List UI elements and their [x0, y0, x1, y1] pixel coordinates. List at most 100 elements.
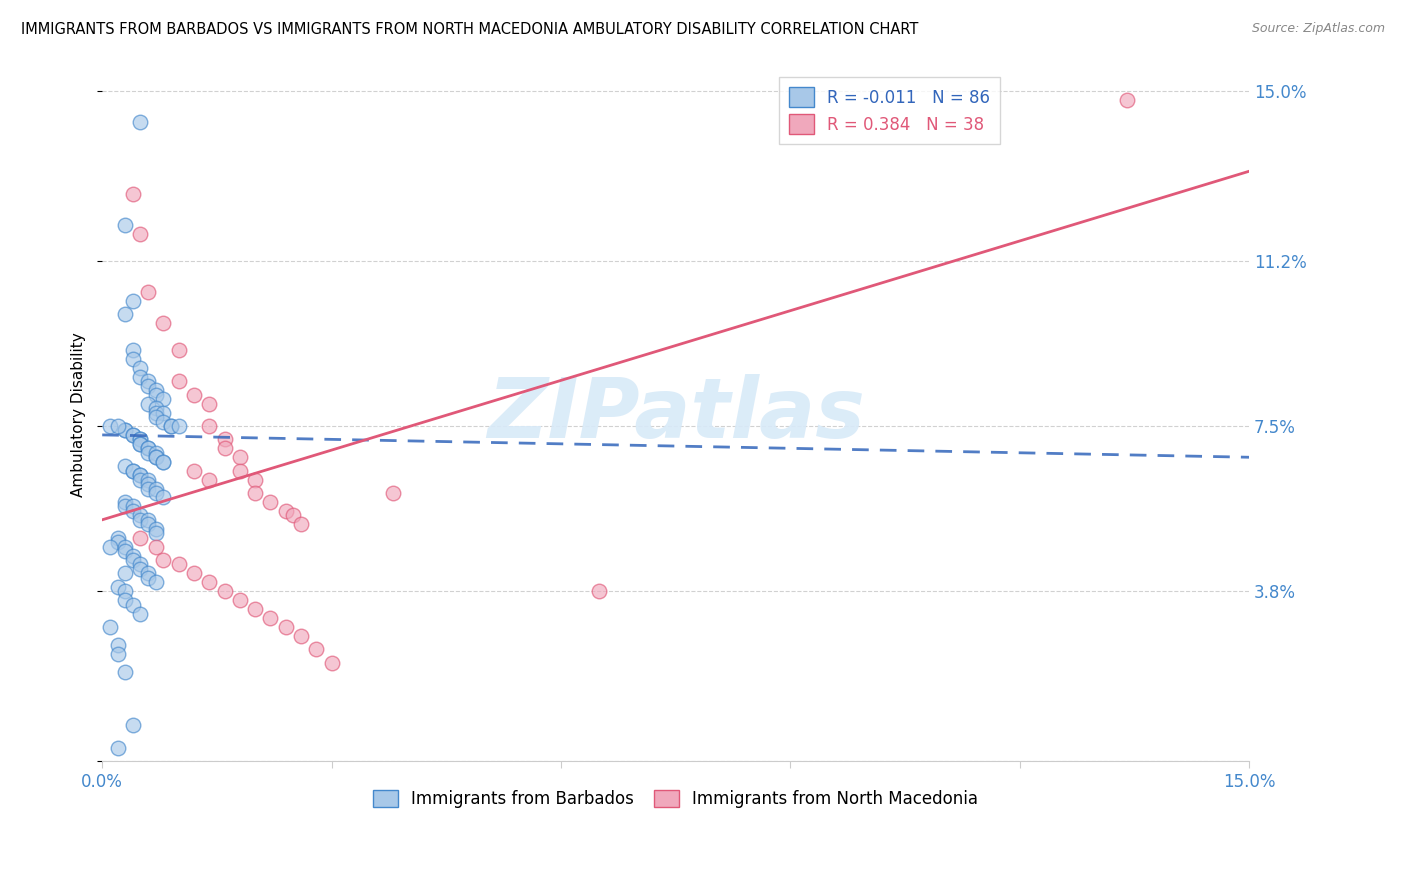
Point: [259, 611, 281, 625]
Point: [152, 415, 174, 429]
Point: [129, 508, 152, 523]
Point: [136, 374, 159, 388]
Point: [243, 473, 266, 487]
Point: [136, 517, 159, 532]
Point: [145, 410, 167, 425]
Point: [152, 406, 174, 420]
Text: ZIPatlas: ZIPatlas: [486, 375, 865, 455]
Point: [145, 383, 167, 397]
Point: [290, 517, 312, 532]
Point: [136, 473, 159, 487]
Point: [129, 115, 152, 129]
Point: [145, 406, 167, 420]
Point: [229, 450, 252, 465]
Point: [121, 343, 143, 357]
Point: [160, 419, 183, 434]
Point: [98, 540, 121, 554]
Point: [167, 343, 190, 357]
Point: [121, 351, 143, 366]
Text: IMMIGRANTS FROM BARBADOS VS IMMIGRANTS FROM NORTH MACEDONIA AMBULATORY DISABILIT: IMMIGRANTS FROM BARBADOS VS IMMIGRANTS F…: [21, 22, 918, 37]
Point: [121, 553, 143, 567]
Point: [136, 442, 159, 456]
Point: [129, 558, 152, 572]
Point: [243, 602, 266, 616]
Point: [183, 566, 205, 581]
Point: [136, 513, 159, 527]
Point: [145, 526, 167, 541]
Point: [129, 437, 152, 451]
Point: [129, 468, 152, 483]
Point: [121, 293, 143, 308]
Point: [114, 665, 136, 679]
Point: [152, 316, 174, 330]
Point: [145, 522, 167, 536]
Point: [283, 508, 305, 523]
Point: [129, 473, 152, 487]
Point: [114, 593, 136, 607]
Point: [198, 575, 221, 590]
Point: [145, 401, 167, 416]
Point: [129, 369, 152, 384]
Point: [145, 446, 167, 460]
Point: [121, 464, 143, 478]
Point: [214, 584, 236, 599]
Point: [114, 500, 136, 514]
Point: [107, 580, 129, 594]
Point: [114, 424, 136, 438]
Point: [229, 464, 252, 478]
Point: [121, 428, 143, 442]
Point: [107, 531, 129, 545]
Point: [114, 566, 136, 581]
Point: [129, 468, 152, 483]
Point: [129, 433, 152, 447]
Point: [167, 419, 190, 434]
Point: [152, 553, 174, 567]
Point: [274, 504, 297, 518]
Point: [114, 307, 136, 321]
Point: [121, 500, 143, 514]
Point: [114, 544, 136, 558]
Point: [183, 387, 205, 401]
Text: Source: ZipAtlas.com: Source: ZipAtlas.com: [1251, 22, 1385, 36]
Point: [107, 419, 129, 434]
Point: [107, 647, 129, 661]
Point: [129, 562, 152, 576]
Point: [129, 607, 152, 621]
Point: [114, 218, 136, 232]
Point: [136, 396, 159, 410]
Point: [274, 620, 297, 634]
Point: [321, 656, 343, 670]
Point: [114, 459, 136, 474]
Point: [152, 455, 174, 469]
Point: [381, 486, 404, 500]
Point: [214, 433, 236, 447]
Point: [121, 598, 143, 612]
Point: [121, 504, 143, 518]
Point: [290, 629, 312, 643]
Point: [98, 419, 121, 434]
Point: [167, 558, 190, 572]
Point: [145, 575, 167, 590]
Point: [1115, 93, 1137, 107]
Point: [259, 495, 281, 509]
Point: [107, 740, 129, 755]
Point: [198, 396, 221, 410]
Point: [145, 450, 167, 465]
Point: [198, 419, 221, 434]
Point: [167, 374, 190, 388]
Point: [129, 531, 152, 545]
Point: [114, 584, 136, 599]
Point: [183, 464, 205, 478]
Point: [160, 419, 183, 434]
Point: [145, 482, 167, 496]
Point: [136, 378, 159, 392]
Point: [114, 540, 136, 554]
Point: [145, 486, 167, 500]
Point: [229, 593, 252, 607]
Point: [136, 446, 159, 460]
Point: [136, 566, 159, 581]
Point: [121, 186, 143, 201]
Point: [305, 642, 328, 657]
Point: [121, 428, 143, 442]
Point: [136, 482, 159, 496]
